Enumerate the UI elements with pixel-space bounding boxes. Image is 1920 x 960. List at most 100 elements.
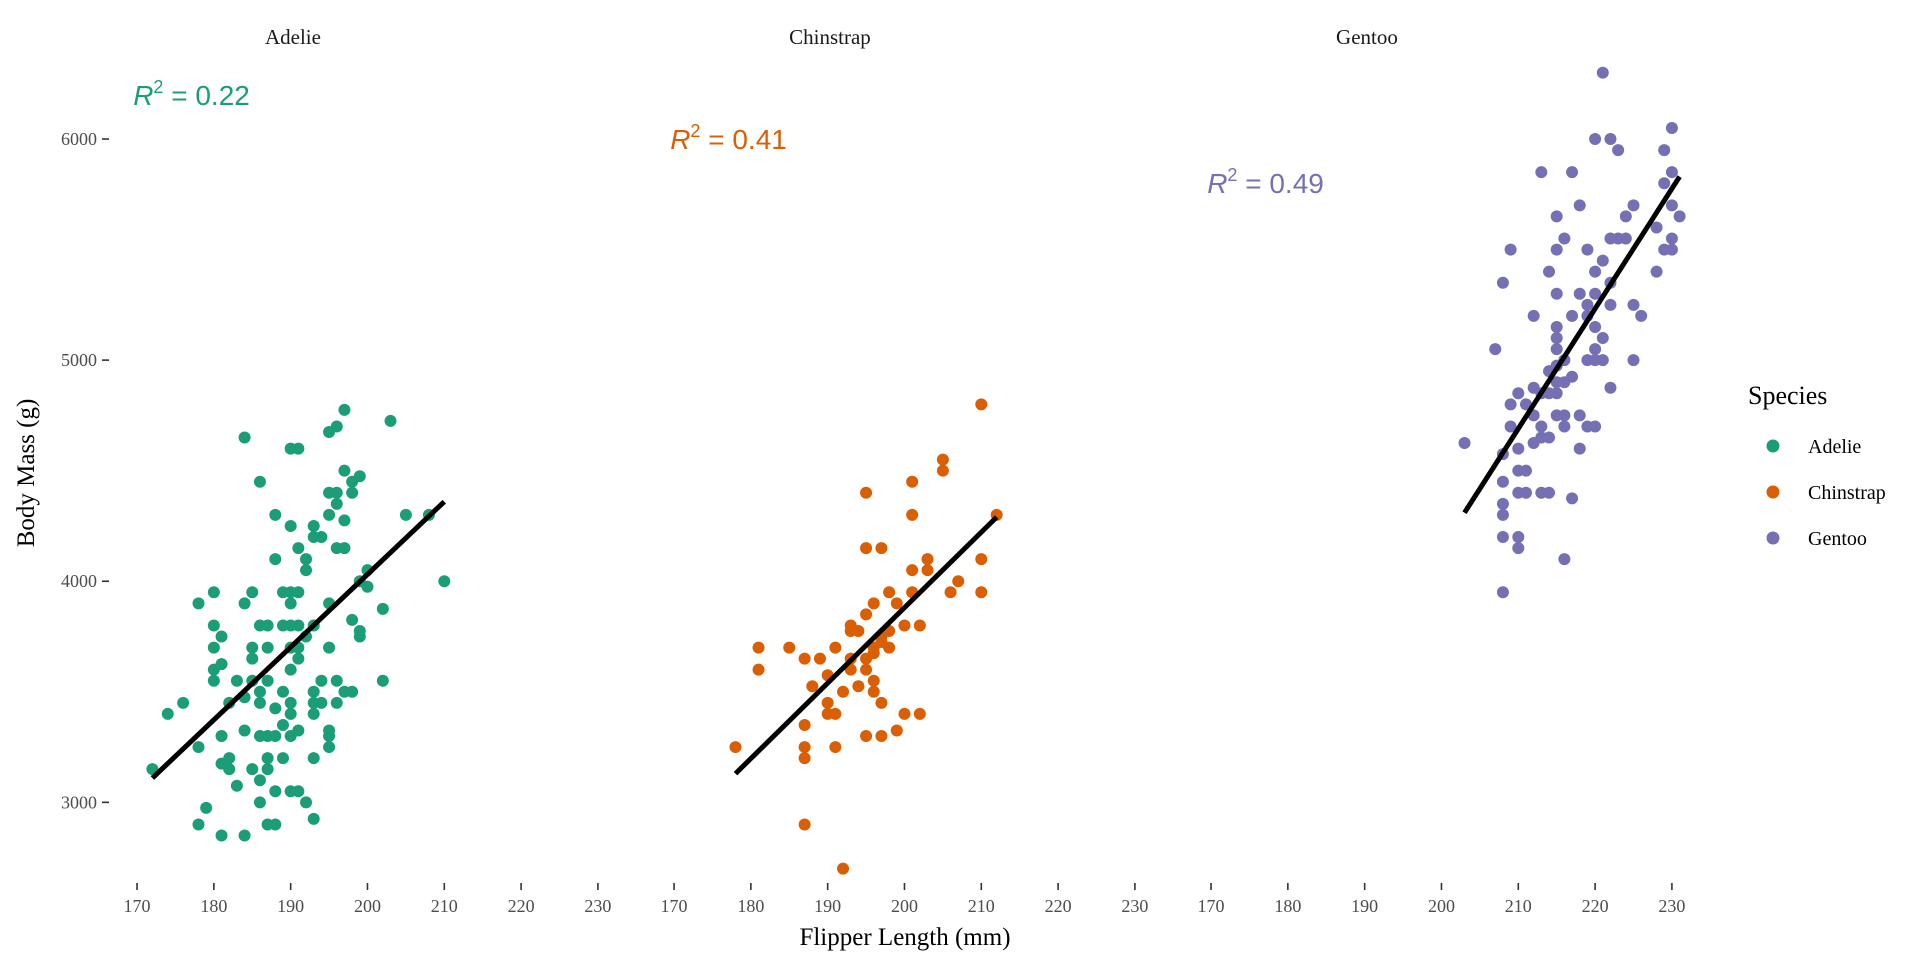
data-point	[207, 619, 220, 632]
data-point	[1589, 133, 1602, 146]
points-chinstrap	[729, 398, 1003, 875]
data-point	[269, 553, 282, 566]
data-point	[1665, 121, 1678, 134]
data-point	[1566, 309, 1579, 322]
data-point	[315, 674, 328, 687]
data-point	[330, 486, 343, 499]
legend-key-chinstrap	[1766, 485, 1780, 499]
data-point	[1589, 287, 1602, 300]
data-point	[1596, 66, 1609, 79]
data-point	[346, 613, 359, 626]
data-point	[1550, 387, 1563, 400]
data-point	[1558, 232, 1571, 245]
legend-label-chinstrap: Chinstrap	[1808, 482, 1886, 504]
data-point	[1604, 133, 1617, 146]
data-point	[361, 580, 374, 593]
data-point	[292, 652, 305, 665]
data-point	[307, 707, 320, 720]
data-point	[783, 641, 796, 654]
data-point	[300, 796, 313, 809]
data-point	[921, 564, 934, 577]
data-point	[330, 674, 343, 687]
data-point	[1604, 381, 1617, 394]
legend-label-gentoo: Gentoo	[1808, 528, 1867, 550]
legend: Species Adelie Chinstrap Gentoo	[1748, 381, 1886, 550]
data-point	[323, 641, 336, 654]
data-point	[330, 497, 343, 510]
panel-adelie: Adelie 170 180 190 200 210 220 230 R2 = 0.22	[124, 25, 612, 916]
data-point	[1543, 265, 1556, 278]
data-point	[1550, 343, 1563, 356]
x-tick-label: 190	[814, 896, 841, 916]
x-tick-label: 220	[1045, 896, 1072, 916]
data-point	[253, 685, 266, 698]
data-point	[1550, 243, 1563, 256]
data-point	[821, 696, 834, 709]
data-point	[338, 542, 351, 555]
data-point	[253, 796, 266, 809]
x-tick-label: 190	[1351, 896, 1378, 916]
data-point	[1566, 370, 1579, 383]
data-point	[238, 597, 251, 610]
data-point	[323, 508, 336, 521]
data-point	[1512, 387, 1525, 400]
data-point	[798, 652, 811, 665]
data-point	[1627, 199, 1640, 212]
data-point	[253, 475, 266, 488]
data-point	[1566, 492, 1579, 505]
y-axis: 3000 4000 5000 6000	[61, 129, 109, 812]
regression-line	[1462, 175, 1682, 515]
data-point	[292, 619, 305, 632]
data-point	[883, 641, 896, 654]
data-point	[1458, 437, 1471, 450]
data-point	[261, 619, 274, 632]
x-tick-label: 180	[200, 896, 227, 916]
data-point	[952, 575, 965, 588]
data-point	[292, 542, 305, 555]
data-point	[284, 707, 297, 720]
data-point	[1512, 542, 1525, 555]
x-tick-label: 200	[354, 896, 381, 916]
x-axis-title: Flipper Length (mm)	[799, 924, 1010, 951]
data-point	[1673, 210, 1686, 223]
data-point	[269, 785, 282, 798]
data-point	[1589, 420, 1602, 433]
data-point	[246, 641, 259, 654]
data-point	[284, 597, 297, 610]
data-point	[852, 624, 865, 637]
y-tick-label: 3000	[61, 792, 97, 812]
data-point	[729, 741, 742, 754]
data-point	[307, 812, 320, 825]
facet-label: Gentoo	[1336, 25, 1398, 49]
data-point	[1581, 298, 1594, 311]
data-point	[1543, 431, 1556, 444]
data-point	[867, 674, 880, 687]
data-point	[752, 641, 765, 654]
data-point	[1581, 243, 1594, 256]
x-tick-label: 200	[891, 896, 918, 916]
data-point	[975, 586, 988, 599]
data-point	[1550, 320, 1563, 333]
data-point	[1496, 497, 1509, 510]
data-point	[292, 785, 305, 798]
data-point	[1504, 243, 1517, 256]
data-point	[1550, 287, 1563, 300]
data-point	[798, 752, 811, 765]
data-point	[1496, 586, 1509, 599]
data-point	[936, 453, 949, 466]
data-point	[860, 542, 873, 555]
data-point	[867, 597, 880, 610]
data-point	[438, 575, 451, 588]
data-point	[837, 862, 850, 875]
data-point	[315, 696, 328, 709]
data-point	[276, 752, 289, 765]
data-point	[1489, 343, 1502, 356]
data-point	[300, 564, 313, 577]
data-point	[261, 763, 274, 776]
data-point	[1589, 265, 1602, 278]
data-point	[1496, 276, 1509, 289]
data-point	[215, 829, 228, 842]
data-point	[238, 829, 251, 842]
data-point	[292, 442, 305, 455]
